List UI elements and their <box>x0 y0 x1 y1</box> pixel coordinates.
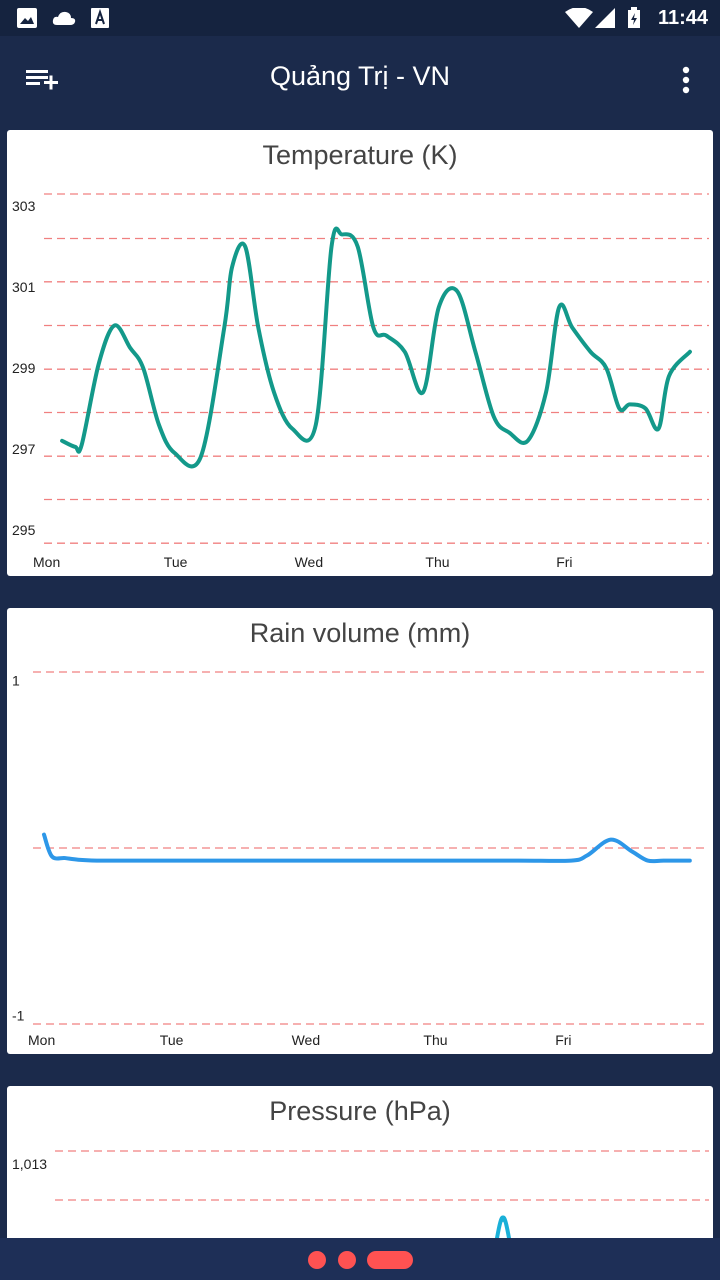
pressure-chart: 1,013 <box>12 1150 709 1238</box>
more-options-button[interactable] <box>672 62 700 98</box>
temperature-ytick-label: 299 <box>12 360 36 376</box>
pressure-chart-title: Pressure (hPa) <box>269 1096 451 1126</box>
temperature-xtick-label: Wed <box>295 554 324 570</box>
temperature-card: 303 301 299 297 295 Mon Tue Wed Thu Fri Temperatu… <box>7 130 713 576</box>
rain-xtick-label: Wed <box>292 1032 321 1048</box>
wifi-icon <box>565 8 593 28</box>
rain-ytick-label: 1 <box>12 672 20 688</box>
playlist-add-button[interactable] <box>22 62 62 98</box>
page-dot-current[interactable] <box>367 1251 413 1269</box>
more-vert-icon <box>682 66 690 94</box>
rain-chart-title: Rain volume (mm) <box>249 618 471 648</box>
playlist-add-icon <box>26 70 58 90</box>
rain-xtick-label: Fri <box>555 1032 571 1048</box>
page-dot-1[interactable] <box>308 1251 326 1269</box>
rain-series-line <box>42 832 692 864</box>
rain-xtick-label: Thu <box>423 1032 447 1048</box>
image-icon <box>17 8 37 28</box>
temperature-chart-title: Temperature (K) <box>262 140 458 170</box>
battery-charging-icon <box>628 7 640 28</box>
page-dot-2[interactable] <box>338 1251 356 1269</box>
page-title: Quảng Trị - VN <box>269 61 451 91</box>
page-indicator <box>0 1238 720 1280</box>
temperature-ytick-label: 295 <box>12 522 36 538</box>
accessibility-icon <box>91 8 109 28</box>
temperature-xtick-label: Fri <box>556 554 572 570</box>
status-bar: 11:44 <box>0 0 720 36</box>
cloud-icon <box>52 11 76 25</box>
rain-xtick-label: Mon <box>28 1032 55 1048</box>
rain-card: 1 -1 Mon Tue Wed Thu Fri Rain volume (mm) <box>7 608 713 1054</box>
rain-xtick-label: Tue <box>160 1032 184 1048</box>
temperature-xtick-label: Mon <box>33 554 60 570</box>
pressure-series-line <box>495 1215 511 1238</box>
temperature-series-line <box>60 226 692 469</box>
status-time: 11:44 <box>657 7 708 29</box>
temperature-ytick-label: 303 <box>12 198 36 214</box>
signal-icon <box>595 8 615 28</box>
rain-ytick-label: -1 <box>12 1008 25 1024</box>
temperature-ytick-label: 301 <box>12 279 36 295</box>
temperature-chart: 303 301 299 297 295 Mon Tue Wed Thu Fri <box>12 193 709 570</box>
pressure-ytick-label: 1,013 <box>12 1156 47 1172</box>
temperature-xtick-label: Tue <box>164 554 188 570</box>
temperature-ytick-label: 297 <box>12 441 36 457</box>
app-bar: Quảng Trị - VN <box>0 36 720 122</box>
temperature-xtick-label: Thu <box>425 554 449 570</box>
pressure-card: 1,013 Pressure (hPa) <box>7 1086 713 1238</box>
